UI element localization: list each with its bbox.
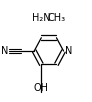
Text: N: N — [65, 46, 72, 56]
Text: N: N — [1, 46, 8, 56]
Text: OH: OH — [34, 83, 49, 93]
Text: CH₃: CH₃ — [47, 13, 66, 23]
Text: H₂N: H₂N — [32, 13, 51, 23]
